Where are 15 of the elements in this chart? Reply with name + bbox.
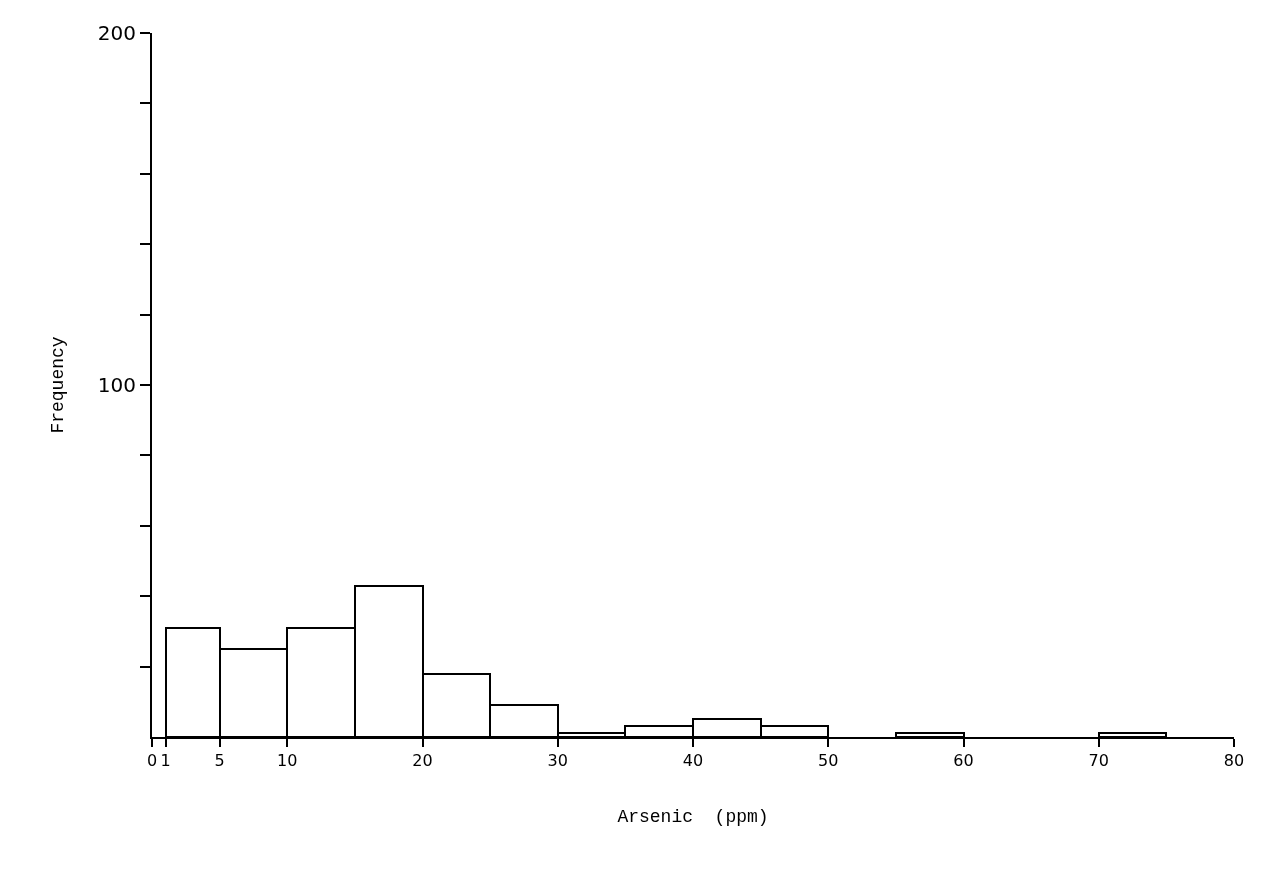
y-tick-label: 200 (97, 21, 136, 45)
x-tick-label: 1 (160, 751, 171, 771)
x-tick-label: 5 (214, 751, 225, 771)
y-tick-label: 100 (97, 373, 136, 397)
x-tick-label: 20 (412, 751, 433, 771)
x-tick-label: 80 (1223, 751, 1245, 771)
x-tick-label: 10 (277, 751, 298, 771)
x-tick-label: 0 (146, 751, 158, 771)
x-tick-label: 60 (953, 751, 974, 771)
x-axis-title: Arsenic (ppm) (617, 806, 769, 827)
x-tick-label: 40 (682, 751, 704, 771)
x-tick-label: 50 (818, 751, 839, 771)
x-tick-label: 70 (1088, 751, 1109, 771)
x-tick-label: 30 (547, 751, 568, 771)
y-axis-title: Frequency (47, 336, 68, 434)
